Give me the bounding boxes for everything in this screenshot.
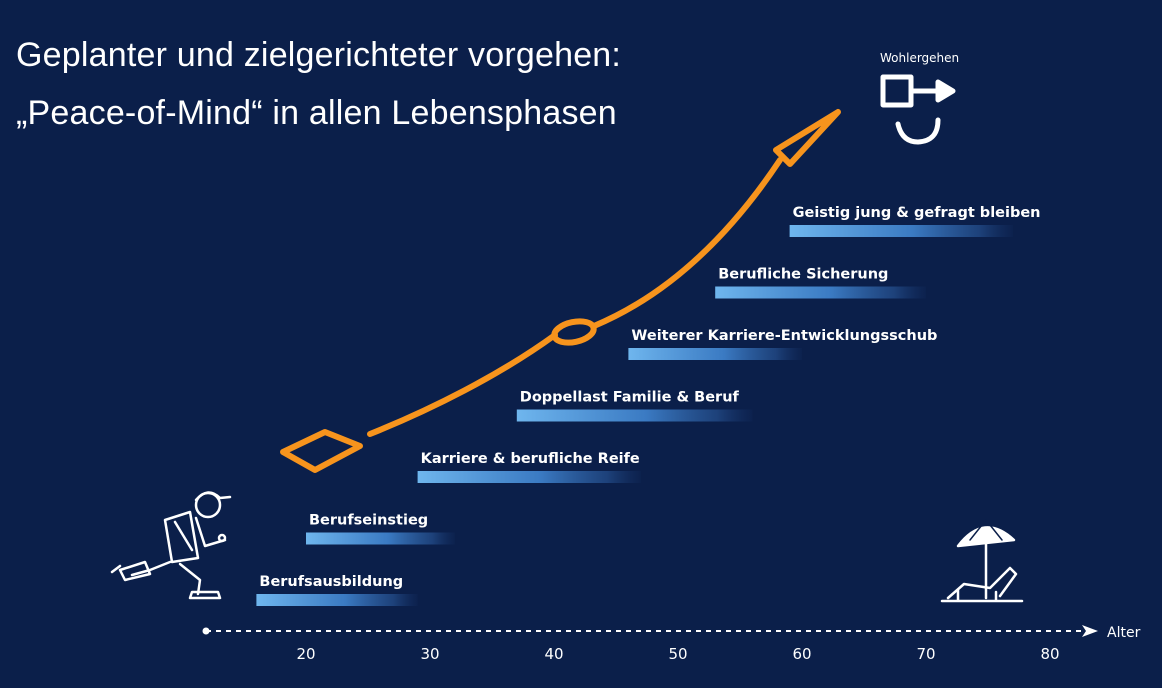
phase-label: Weiterer Karriere-Entwicklungsschub bbox=[631, 328, 937, 344]
axis-tick-label: 40 bbox=[544, 645, 563, 663]
title-line-2: „Peace-of-Mind“ in allen Lebensphasen bbox=[16, 94, 617, 132]
phase-label: Berufliche Sicherung bbox=[718, 267, 888, 283]
axis-tick-label: 80 bbox=[1040, 645, 1059, 663]
progress-arrow-icon bbox=[280, 109, 841, 473]
goal-label: Wohlergehen bbox=[880, 51, 959, 65]
phase-label: Karriere & berufliche Reife bbox=[421, 451, 640, 467]
age-axis: Alter 20 30 40 50 60 70 80 bbox=[202, 625, 1141, 663]
runner-icon bbox=[110, 491, 232, 600]
axis-tick-label: 70 bbox=[916, 645, 935, 663]
phase-bar bbox=[628, 348, 802, 360]
axis-arrowhead bbox=[1082, 625, 1098, 637]
axis-tick-label: 50 bbox=[668, 645, 687, 663]
axis-tick-label: 30 bbox=[420, 645, 439, 663]
phase-bar bbox=[306, 532, 455, 545]
phase-label: Berufsausbildung bbox=[259, 574, 403, 590]
axis-label: Alter bbox=[1107, 625, 1141, 641]
beach-umbrella-icon bbox=[940, 519, 1024, 603]
axis-tick-label: 20 bbox=[296, 645, 315, 663]
phase-bar bbox=[516, 409, 753, 422]
title-line-1: Geplanter und zielgerichteter vorgehen: bbox=[16, 36, 622, 74]
phase-bar bbox=[417, 471, 641, 483]
wellbeing-icon bbox=[880, 74, 956, 145]
phase-bar bbox=[256, 594, 418, 606]
phase-label: Berufseinstieg bbox=[309, 513, 428, 529]
phase-label: Doppellast Familie & Beruf bbox=[520, 390, 740, 406]
axis-tick-label: 60 bbox=[792, 645, 811, 663]
phase-bar bbox=[789, 225, 1013, 237]
phase-label: Geistig jung & gefragt bleiben bbox=[793, 205, 1041, 221]
phase-bar bbox=[715, 286, 926, 299]
